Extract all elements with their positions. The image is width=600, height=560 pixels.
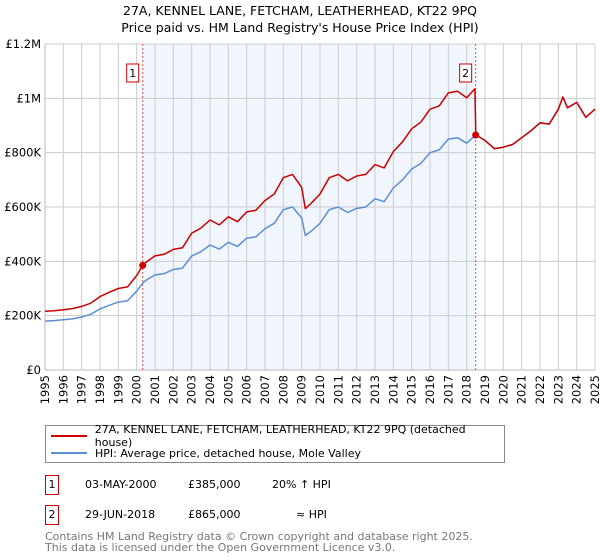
x-tick-label: 2021 — [515, 375, 529, 404]
transaction-price: £385,000 — [188, 478, 241, 491]
y-tick-label: £400K — [4, 254, 41, 268]
x-tick-label: 2003 — [185, 375, 199, 404]
sale-label-box — [126, 63, 140, 83]
x-tick-label: 2019 — [478, 375, 492, 404]
x-tick-label: 2002 — [166, 375, 180, 404]
transaction-row: 1 03-MAY-2000 £385,000 20% ↑ HPI — [45, 475, 545, 495]
x-tick-label: 2017 — [441, 375, 455, 404]
sale-point — [472, 131, 480, 139]
legend-swatch-property — [51, 435, 87, 437]
legend: 27A, KENNEL LANE, FETCHAM, LEATHERHEAD, … — [45, 423, 505, 463]
legend-label-property: 27A, KENNEL LANE, FETCHAM, LEATHERHEAD, … — [94, 423, 466, 449]
sale-label: 2 — [462, 67, 469, 80]
transaction-hpi: 20% ↑ HPI — [272, 478, 331, 491]
sale-label-box — [459, 63, 473, 83]
x-tick-label: 2005 — [221, 375, 235, 404]
price-chart: 1995 1996 1997 1998 1999 2000 2001 2002 2003 2004… — [4, 37, 600, 404]
y-tick-label: £200K — [4, 309, 41, 323]
x-tick-label: 2004 — [203, 375, 217, 404]
x-tick-label: 2008 — [276, 375, 290, 404]
x-tick-label: 2018 — [460, 375, 474, 404]
x-tick-label: 1996 — [56, 375, 70, 404]
x-tick-label: 2011 — [331, 375, 345, 404]
x-tick-label: 2000 — [130, 375, 144, 404]
x-tick-label: 2023 — [551, 375, 565, 404]
sale-label: 1 — [129, 67, 136, 80]
x-tick-label: 1998 — [93, 375, 107, 404]
transaction-row: 2 29-JUN-2018 £865,000 ≈ HPI — [45, 505, 545, 525]
transaction-marker: 2 — [45, 505, 59, 525]
y-tick-label: £1M — [16, 91, 41, 105]
y-tick-label: £0 — [26, 363, 41, 377]
transaction-date: 29-JUN-2018 — [85, 508, 156, 521]
x-tick-label: 2015 — [405, 375, 419, 404]
x-tick-label: 2007 — [258, 375, 272, 404]
y-tick-label: £600K — [4, 200, 41, 214]
property-price-line — [44, 88, 596, 313]
x-tick-label: 2020 — [496, 375, 510, 404]
x-tick-label: 2009 — [295, 375, 309, 404]
x-tick-label: 2010 — [313, 375, 327, 404]
transaction-marker: 1 — [45, 475, 59, 495]
transaction-date: 03-MAY-2000 — [85, 478, 157, 491]
footer: Contains HM Land Registry data © Crown c… — [45, 531, 473, 553]
x-tick-label: 2014 — [386, 375, 400, 404]
footer-copyright: Contains HM Land Registry data © Crown c… — [45, 530, 473, 543]
x-tick-label: 2012 — [350, 375, 364, 404]
x-tick-label: 2025 — [588, 375, 600, 404]
y-tick-label: £1.2M — [5, 37, 41, 51]
y-tick-label: £800K — [4, 146, 41, 160]
sale-point — [139, 261, 147, 269]
transaction-hpi: ≈ HPI — [296, 508, 327, 521]
chart-subtitle: Price paid vs. HM Land Registry's House … — [121, 20, 479, 35]
x-tick-label: 2024 — [570, 375, 584, 404]
x-tick-label: 2001 — [148, 375, 162, 404]
legend-swatch-hpi — [51, 452, 87, 454]
x-tick-label: 2016 — [423, 375, 437, 404]
chart-title: 27A, KENNEL LANE, FETCHAM, LEATHERHEAD, … — [123, 3, 477, 18]
x-tick-label: 1997 — [75, 375, 89, 404]
x-tick-label: 2013 — [368, 375, 382, 404]
x-tick-label: 1995 — [38, 375, 52, 404]
x-tick-label: 2022 — [533, 375, 547, 404]
x-tick-label: 1999 — [111, 375, 125, 404]
legend-label-hpi: HPI: Average price, detached house, Mole… — [95, 446, 361, 460]
footer-licence: This data is licensed under the Open Gov… — [45, 541, 396, 554]
x-tick-label: 2006 — [240, 375, 254, 404]
transaction-price: £865,000 — [188, 508, 241, 521]
